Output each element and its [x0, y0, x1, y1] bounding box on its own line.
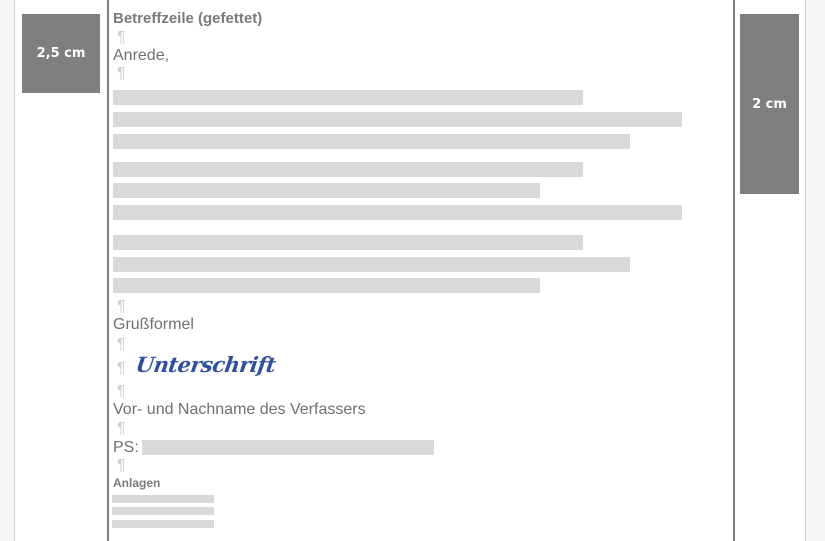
paragraph-mark: ¶: [117, 457, 126, 474]
right-margin-line: [733, 0, 735, 541]
left-margin-line: [107, 0, 109, 541]
attachment-placeholder: [112, 495, 214, 503]
paragraph-mark: ¶: [117, 336, 126, 353]
salutation: Anrede,: [113, 47, 170, 64]
body-text-placeholder: [113, 162, 583, 177]
paragraph-mark: ¶: [117, 298, 126, 315]
paragraph-mark: ¶: [117, 360, 126, 377]
closing: Grußformel: [113, 316, 194, 333]
paragraph-mark: ¶: [117, 29, 126, 46]
signature: Unterschrift: [134, 352, 278, 377]
body-text-placeholder: [113, 112, 682, 127]
paragraph-mark: ¶: [117, 65, 126, 82]
left-margin-indicator: 2,5 cm: [22, 14, 100, 93]
body-text-placeholder: [113, 205, 682, 220]
body-text-placeholder: [113, 90, 583, 105]
right-margin-indicator: 2 cm: [740, 14, 799, 194]
subject-line: Betreffzeile (gefettet): [113, 10, 263, 27]
attachment-placeholder: [112, 507, 214, 515]
ps-text-placeholder: [142, 440, 434, 455]
body-text-placeholder: [113, 134, 630, 149]
attachment-placeholder: [112, 520, 214, 528]
author-name: Vor- und Nachname des Verfassers: [113, 401, 366, 418]
attachments-label: Anlagen: [113, 476, 161, 490]
ps-label: PS:: [113, 439, 139, 456]
body-text-placeholder: [113, 235, 583, 250]
body-text-placeholder: [113, 183, 540, 198]
body-text-placeholder: [113, 278, 540, 293]
paragraph-mark: ¶: [117, 420, 126, 437]
body-text-placeholder: [113, 257, 630, 272]
paragraph-mark: ¶: [117, 383, 126, 400]
